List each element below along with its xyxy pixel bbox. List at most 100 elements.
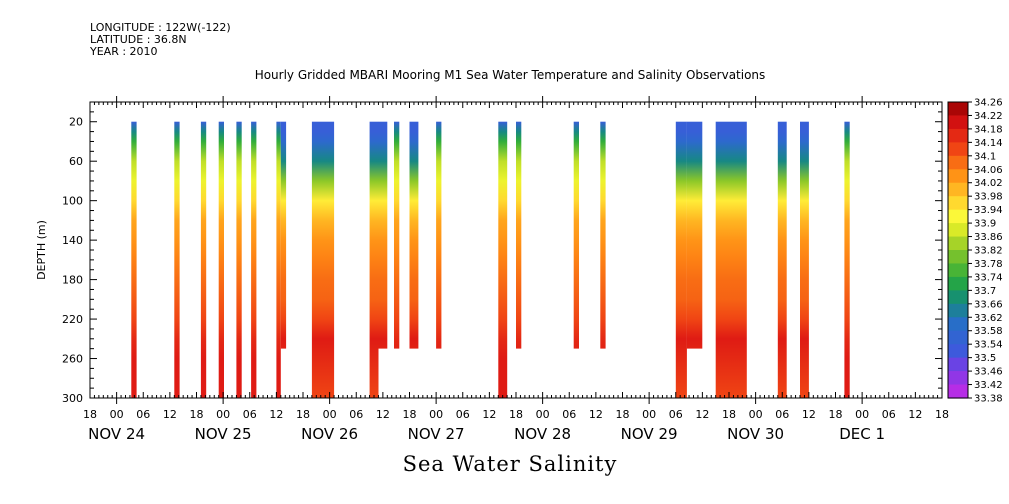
colorbar-cell (948, 384, 968, 399)
colorbar-cell (948, 317, 968, 332)
latitude-label: LATITUDE : 36.8N (90, 33, 187, 46)
salinity-data-column (675, 121, 687, 398)
x-tick-label: 00 (429, 408, 443, 421)
salinity-data-column (436, 121, 442, 349)
salinity-data-column (394, 121, 400, 349)
x-tick-label: 18 (829, 408, 843, 421)
x-tick-label: 06 (562, 408, 576, 421)
x-tick-label: 06 (669, 408, 683, 421)
colorbar-cell (948, 263, 968, 278)
axes: 20 60 100 140 180 220 260 300 DEPTH (m) 18 00 06 12 1… (35, 96, 949, 443)
plot-metadata: LONGITUDE : 122W(-122) LATITUDE : 36.8N … (90, 22, 231, 58)
colorbar-cell (948, 290, 968, 305)
colorbar-label: 33.86 (974, 232, 1003, 243)
y-tick-label: 220 (62, 313, 83, 326)
longitude-label: LONGITUDE : 122W(-122) (90, 21, 231, 34)
x-tick-label: 06 (349, 408, 363, 421)
chart-title: Hourly Gridded MBARI Mooring M1 Sea Wate… (254, 68, 766, 82)
y-tick-label: 300 (62, 392, 83, 405)
colorbar-cell (948, 209, 968, 224)
x-tick-label: 00 (749, 408, 763, 421)
x-day-label: NOV 30 (727, 425, 784, 443)
x-day-label: NOV 29 (621, 425, 678, 443)
salinity-data-column (174, 121, 180, 398)
colorbar-label: 34.06 (974, 165, 1003, 176)
colorbar-label: 33.98 (974, 192, 1003, 203)
x-tick-label: 12 (695, 408, 709, 421)
salinity-data-column (280, 121, 287, 349)
x-tick-label: 12 (376, 408, 390, 421)
colorbar-cell (948, 115, 968, 130)
salinity-data-column (236, 121, 242, 398)
salinity-data-column (600, 121, 606, 349)
y-axis-label: DEPTH (m) (35, 220, 48, 280)
x-tick-label: 06 (243, 408, 257, 421)
x-tick-label: 12 (802, 408, 816, 421)
colorbar-cell (948, 250, 968, 265)
salinity-data-column (200, 121, 207, 398)
colorbar-cell (948, 223, 968, 238)
colorbar-label: 33.42 (974, 380, 1003, 391)
colorbar-cell (948, 182, 968, 197)
salinity-data-column (369, 121, 379, 398)
salinity-data-column (800, 121, 809, 398)
salinity-data-column (844, 121, 850, 398)
colorbar-label: 33.82 (974, 246, 1003, 257)
variable-title: Sea Water Salinity (402, 452, 618, 476)
salinity-data-column (251, 121, 257, 398)
colorbar-label: 34.22 (974, 111, 1003, 122)
x-tick-label: 06 (136, 408, 150, 421)
colorbar-label: 34.18 (974, 124, 1003, 135)
x-tick-label: 12 (908, 408, 922, 421)
salinity-data-column (378, 121, 388, 349)
x-tick-label: 12 (163, 408, 177, 421)
colorbar-cell (948, 357, 968, 372)
x-day-label: NOV 25 (195, 425, 252, 443)
colorbar-label: 33.7 (974, 286, 996, 297)
x-day-label: NOV 28 (514, 425, 571, 443)
y-tick-label: 100 (62, 195, 83, 208)
x-tick-label: 18 (190, 408, 204, 421)
y-tick-label: 140 (62, 234, 83, 247)
colorbar-label: 34.26 (974, 98, 1003, 109)
y-tick-label: 20 (69, 116, 83, 129)
colorbar-cell (948, 142, 968, 157)
x-day-label: DEC 1 (839, 425, 885, 443)
x-tick-label: 18 (83, 408, 97, 421)
plot-area (131, 121, 850, 398)
x-tick-label: 00 (536, 408, 550, 421)
x-tick-label: 00 (323, 408, 337, 421)
colorbar-label: 33.58 (974, 326, 1003, 337)
colorbar-cell (948, 128, 968, 143)
colorbar-cell (948, 236, 968, 251)
colorbar-label: 33.66 (974, 299, 1003, 310)
colorbar-cell (948, 196, 968, 211)
colorbar-label: 33.94 (974, 205, 1003, 216)
colorbar-cell (948, 276, 968, 291)
y-tick-label: 180 (62, 274, 83, 287)
year-label: YEAR : 2010 (90, 45, 158, 58)
x-tick-label: 12 (482, 408, 496, 421)
y-tick-label: 60 (69, 155, 83, 168)
x-tick-label: 06 (882, 408, 896, 421)
salinity-data-column (409, 121, 419, 349)
colorbar-label: 33.62 (974, 313, 1003, 324)
colorbar-cell (948, 155, 968, 170)
x-tick-label: 18 (722, 408, 736, 421)
x-tick-label: 00 (855, 408, 869, 421)
x-day-label: NOV 26 (301, 425, 358, 443)
x-tick-label: 00 (642, 408, 656, 421)
colorbar-label: 33.74 (974, 272, 1003, 283)
colorbar-label: 33.46 (974, 367, 1003, 378)
colorbar-cell (948, 371, 968, 386)
colorbar-cell (948, 330, 968, 345)
x-tick-label: 06 (456, 408, 470, 421)
x-day-label: NOV 24 (88, 425, 145, 443)
x-tick-label: 18 (616, 408, 630, 421)
x-tick-label: 12 (589, 408, 603, 421)
salinity-data-column (573, 121, 579, 349)
y-tick-label: 260 (62, 353, 83, 366)
colorbar: 34.26 34.22 34.18 34.14 34.1 34.06 34.02 33.98 3… (947, 98, 1003, 405)
colorbar-label: 33.38 (974, 394, 1003, 405)
